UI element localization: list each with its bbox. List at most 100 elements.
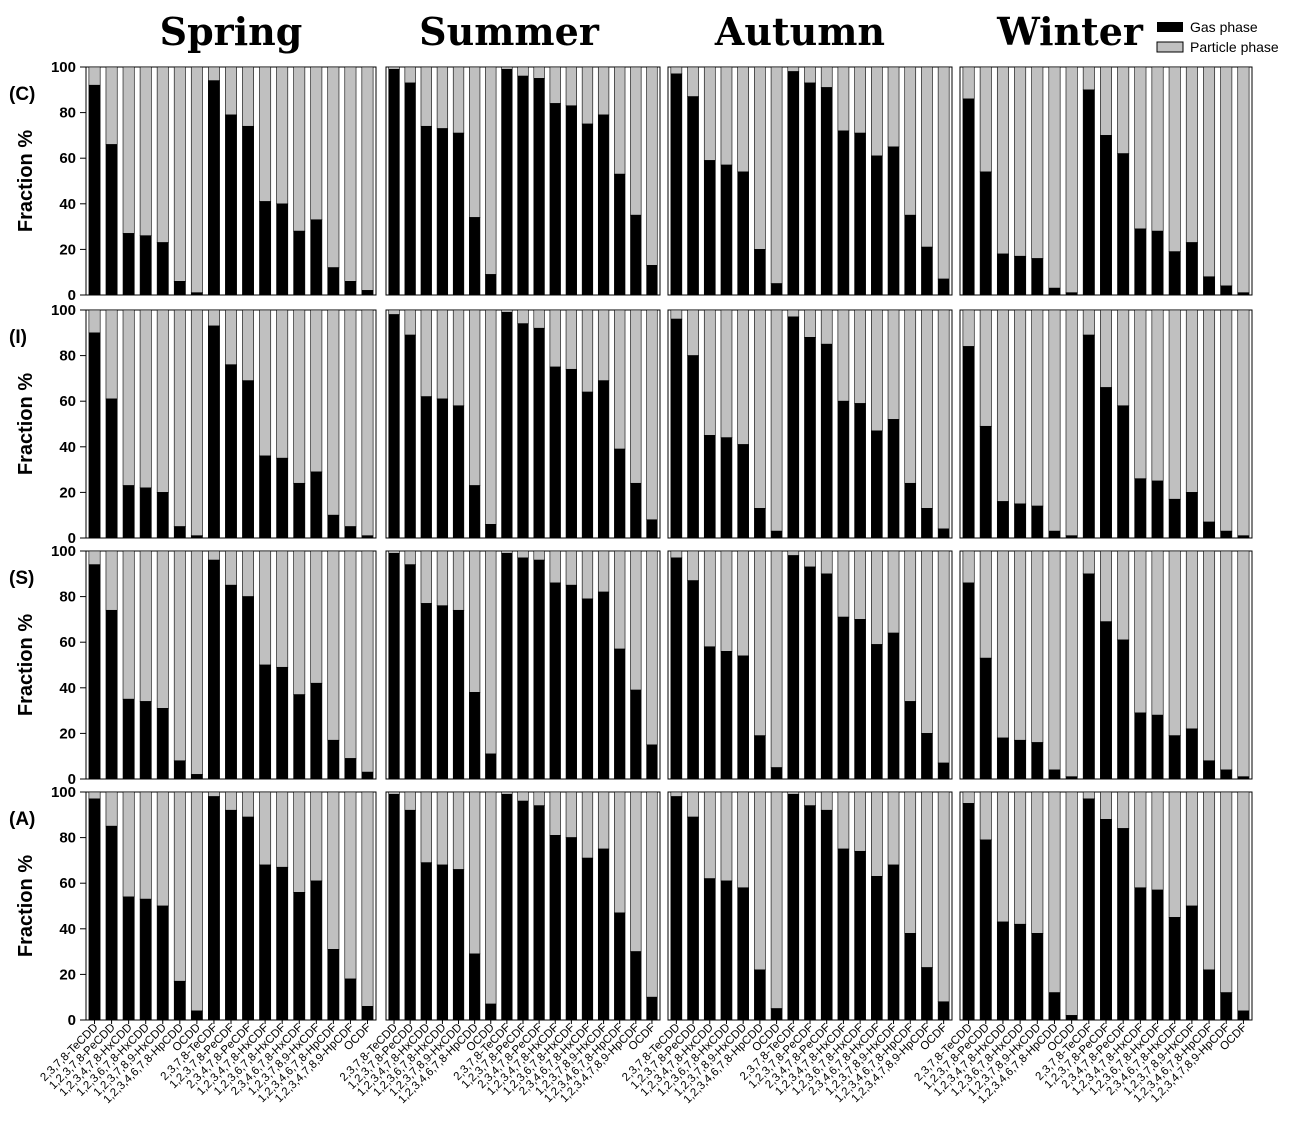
y-tick-label: 100 bbox=[51, 59, 76, 76]
bar-particle-2-3-7-8-tecdd bbox=[962, 66, 975, 100]
bar-gas-1-2-3-4-7-8-hxcdd bbox=[996, 921, 1009, 1021]
bar-gas-1-2-3-6-7-8-hxcdd bbox=[436, 128, 449, 296]
bar-particle-1-2-3-7-8-9-hxcdd bbox=[452, 550, 465, 611]
bar-particle-2-3-4-6-7-8-hxcdf bbox=[581, 66, 594, 125]
bar-particle-1-2-3-7-8-pecdf bbox=[517, 550, 529, 559]
bar-particle-1-2-3-7-8-9-hxcdd bbox=[156, 791, 169, 907]
bar-gas-1-2-3-7-8-pecdf bbox=[804, 82, 816, 296]
bar-gas-1-2-3-6-7-8-hxcdf bbox=[276, 666, 289, 780]
bar-gas-1-2-3-7-8-9-hxcdd bbox=[156, 242, 169, 296]
bar-particle-2-3-4-7-8-pecdf bbox=[242, 309, 254, 381]
bar-particle-1-2-3-4-6-7-8-hpcdf bbox=[1203, 309, 1216, 523]
bar-gas-2-3-4-7-8-pecdf bbox=[242, 596, 254, 780]
bar-gas-ocdd bbox=[485, 753, 497, 780]
bar-gas-1-2-3-4-6-7-8-hpcdd bbox=[173, 281, 186, 296]
bar-gas-1-2-3-6-7-8-hxcdf bbox=[565, 837, 577, 1021]
bar-particle-1-2-3-7-8-9-hxcdd bbox=[1031, 309, 1044, 507]
bar-particle-2-3-4-6-7-8-hxcdf bbox=[1168, 309, 1181, 500]
bar-gas-1-2-3-7-8-9-hxcdd bbox=[156, 905, 169, 1021]
bar-particle-1-2-3-4-6-7-8-hpcdd bbox=[469, 309, 481, 486]
bar-gas-1-2-3-6-7-8-hxcdd bbox=[139, 487, 152, 539]
y-axis-label: Fraction % bbox=[15, 614, 37, 716]
bar-gas-1-2-3-6-7-8-hxcdd bbox=[720, 880, 733, 1021]
bar-particle-1-2-3-4-7-8-hxcdd bbox=[703, 791, 716, 879]
bar-particle-1-2-3-7-8-9-hxcdf bbox=[1185, 66, 1198, 243]
subplot-winter bbox=[959, 309, 1253, 539]
bar-particle-1-2-3-7-8-9-hxcdf bbox=[310, 66, 323, 221]
bar-gas-1-2-3-7-8-pecdd bbox=[404, 809, 416, 1021]
bar-gas-1-2-3-4-7-8-hxcdf bbox=[1134, 712, 1147, 780]
bar-particle-1-2-3-4-6-7-8-hpcdf bbox=[327, 309, 340, 516]
bar-gas-1-2-3-4-6-7-8-hpcdf bbox=[327, 949, 340, 1021]
bar-gas-ocdd bbox=[190, 1010, 203, 1021]
bar-particle-2-3-4-7-8-pecdf bbox=[820, 66, 833, 88]
bar-gas-1-2-3-6-7-8-hxcdd bbox=[436, 398, 449, 539]
bar-gas-1-2-3-4-6-7-8-hpcdf bbox=[904, 933, 917, 1021]
bar-gas-1-2-3-4-6-7-8-hpcdd bbox=[754, 249, 766, 296]
bar-gas-1-2-3-7-8-9-hxcdf bbox=[597, 591, 610, 780]
bar-gas-1-2-3-7-8-9-hxcdd bbox=[1031, 933, 1044, 1021]
bar-particle-1-2-3-7-8-9-hxcdd bbox=[737, 550, 749, 657]
bar-particle-2-3-7-8-tecdf bbox=[1082, 309, 1095, 336]
y-axis-label: Fraction % bbox=[15, 855, 37, 957]
bar-gas-1-2-3-7-8-9-hxcdf bbox=[597, 114, 610, 296]
bar-particle-1-2-3-4-6-7-8-hpcdf bbox=[614, 791, 626, 914]
bar-particle-2-3-7-8-tecdf bbox=[787, 66, 800, 72]
bar-gas-1-2-3-4-6-7-8-hpcdf bbox=[614, 173, 626, 296]
bar-particle-1-2-3-4-6-7-8-hpcdf bbox=[904, 791, 917, 934]
bar-particle-1-2-3-6-7-8-hxcdd bbox=[139, 66, 152, 237]
subplot-autumn bbox=[667, 309, 953, 539]
bar-particle-2-3-7-8-tecdd bbox=[88, 550, 101, 565]
season-titles: Spring Summer Autumn Winter bbox=[160, 9, 1144, 54]
y-tick-label: 40 bbox=[59, 921, 76, 938]
bar-particle-2-3-7-8-tecdd bbox=[388, 550, 400, 554]
bar-gas-1-2-3-4-7-8-hxcdd bbox=[996, 737, 1009, 780]
bar-gas-1-2-3-7-8-9-hxcdf bbox=[1185, 728, 1198, 780]
bar-particle-1-2-3-7-8-9-hxcdd bbox=[1031, 791, 1044, 934]
bar-gas-ocdd bbox=[770, 1008, 783, 1021]
bar-gas-1-2-3-4-7-8-hxcdd bbox=[420, 396, 432, 539]
bar-gas-1-2-3-6-7-8-hxcdd bbox=[139, 235, 152, 296]
bar-gas-1-2-3-4-6-7-8-hpcdf bbox=[1203, 521, 1216, 539]
bar-particle-1-2-3-7-8-pecdd bbox=[979, 791, 992, 841]
subplot-spring bbox=[85, 309, 377, 539]
bar-particle-1-2-3-7-8-9-hxcdd bbox=[452, 309, 465, 407]
bar-gas-ocdf bbox=[937, 528, 950, 539]
bar-particle-2-3-7-8-tecdf bbox=[501, 66, 513, 70]
bar-particle-1-2-3-4-7-8-9-hpcdf bbox=[630, 550, 642, 691]
bar-gas-1-2-3-4-7-8-hxcdf bbox=[1134, 478, 1147, 539]
bar-gas-1-2-3-7-8-pecdd bbox=[404, 564, 416, 780]
bar-particle-1-2-3-4-6-7-8-hpcdd bbox=[1048, 309, 1061, 532]
y-tick-label: 60 bbox=[59, 150, 76, 167]
bar-particle-2-3-4-7-8-pecdf bbox=[1117, 550, 1130, 641]
bar-particle-1-2-3-7-8-9-hxcdd bbox=[1031, 550, 1044, 743]
bar-particle-1-2-3-6-7-8-hxcdd bbox=[720, 550, 733, 652]
bar-particle-1-2-3-4-7-8-hxcdf bbox=[549, 550, 561, 584]
bar-gas-1-2-3-4-7-8-hxcdf bbox=[549, 366, 561, 539]
season-title-spring: Spring bbox=[160, 9, 303, 54]
bar-gas-1-2-3-7-8-9-hxcdf bbox=[1185, 905, 1198, 1021]
subplot-autumn bbox=[667, 550, 953, 780]
bar-particle-1-2-3-7-8-pecdd bbox=[687, 550, 699, 581]
bar-particle-2-3-7-8-tecdf bbox=[1082, 66, 1095, 91]
bar-gas-1-2-3-4-6-7-8-hpcdd bbox=[1048, 992, 1061, 1021]
bar-gas-1-2-3-4-6-7-8-hpcdd bbox=[1048, 287, 1061, 296]
bar-particle-1-2-3-6-7-8-hxcdd bbox=[1014, 66, 1027, 257]
bar-particle-2-3-4-6-7-8-hxcdf bbox=[581, 309, 594, 393]
bar-gas-2-3-4-7-8-pecdf bbox=[1117, 153, 1130, 296]
bar-particle-1-2-3-4-7-8-hxcdd bbox=[996, 791, 1009, 923]
bar-particle-1-2-3-4-7-8-hxcdf bbox=[259, 791, 272, 866]
bar-particle-ocdd bbox=[190, 309, 203, 537]
bar-particle-1-2-3-6-7-8-hxcdd bbox=[720, 66, 733, 166]
bar-gas-1-2-3-4-7-8-hxcdd bbox=[420, 125, 432, 296]
bar-gas-2-3-4-7-8-pecdf bbox=[533, 559, 545, 780]
bar-particle-1-2-3-4-7-8-hxcdf bbox=[837, 550, 850, 618]
subplot-summer bbox=[385, 309, 661, 539]
y-tick-label: 0 bbox=[68, 530, 76, 547]
bar-particle-2-3-7-8-tecdf bbox=[1082, 791, 1095, 800]
bar-gas-1-2-3-6-7-8-hxcdf bbox=[565, 105, 577, 296]
bar-gas-1-2-3-7-8-9-hxcdd bbox=[156, 492, 169, 539]
bar-gas-1-2-3-4-6-7-8-hpcdd bbox=[469, 953, 481, 1021]
bar-particle-2-3-4-6-7-8-hxcdf bbox=[581, 791, 594, 859]
bar-particle-ocdf bbox=[361, 550, 374, 773]
